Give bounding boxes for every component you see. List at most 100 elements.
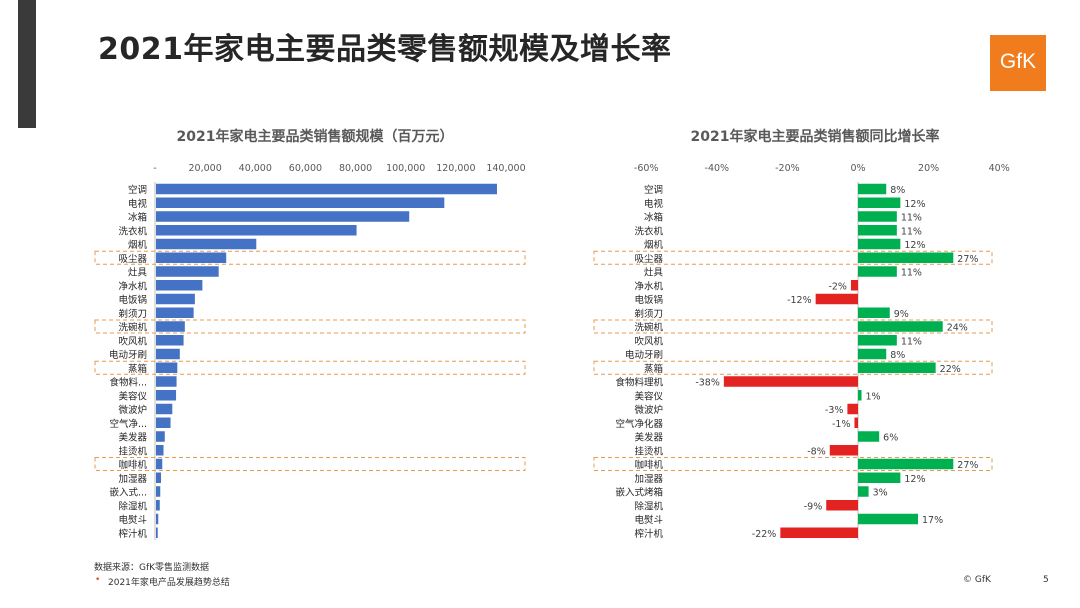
page-number: 5 [1043,575,1049,585]
growth-bar [858,183,887,195]
right-x-tick-label: -20% [775,163,800,174]
left-category-label: 吹风机 [118,335,147,347]
growth-value-label: 24% [947,323,968,334]
right-category-label: 电熨斗 [634,514,663,526]
left-category-label: 加湿器 [118,474,147,485]
left-category-label: 榨汁机 [118,528,147,540]
left-bar [156,403,173,415]
right-category-label: 冰箱 [644,212,663,224]
left-bar [156,307,194,318]
growth-bar [858,390,862,401]
left-highlight-box [94,360,526,375]
source-note: 数据来源：GfK零售监测数据 [94,563,210,573]
growth-value-label: 27% [957,254,978,265]
left-highlight-box [94,319,526,334]
growth-bar [858,472,901,483]
right-category-label: 食物料理机 [615,377,663,389]
left-x-tick-label: 40,000 [239,163,272,174]
left-category-label: 嵌入式... [109,487,147,499]
growth-value-label: 3% [873,488,888,499]
growth-bar [854,417,858,428]
left-chart-title: 2021年家电主要品类销售额规模（百万元） [177,128,454,145]
left-category-label: 美发器 [118,432,147,444]
left-category-label: 冰箱 [128,212,147,224]
left-bar [156,445,164,456]
left-category-label: 咖啡机 [118,459,147,471]
left-bar [156,211,410,222]
right-category-label: 空调 [644,184,663,196]
footer-text: 2021年家电产品发展趋势总结 [108,578,230,588]
left-category-label: 电饭锅 [118,294,147,306]
left-category-label: 挂烫机 [118,445,147,457]
left-bar [156,348,180,360]
growth-value-label: -2% [828,281,847,292]
growth-bar [858,252,954,263]
right-category-label: 电动牙刷 [625,349,663,361]
right-x-tick-label: 0% [850,163,865,174]
right-category-label: 烟机 [644,239,664,251]
left-bar [156,431,165,442]
right-category-label: 美容仪 [634,390,663,402]
right-x-tick-label: 20% [918,163,939,174]
right-category-label: 微波炉 [634,404,663,416]
growth-bar [858,486,869,497]
growth-bar [780,527,858,538]
right-x-tick-label: -60% [634,163,659,174]
growth-value-label: 11% [901,213,922,224]
left-x-tick-label: 120,000 [436,163,475,174]
left-category-label: 电视 [128,198,148,210]
growth-value-label: 17% [922,515,943,526]
left-x-tick-label: - [153,163,156,174]
growth-bar [829,445,858,456]
left-bar [156,500,160,511]
growth-value-label: -8% [807,446,826,457]
right-category-label: 嵌入式烤箱 [615,487,663,499]
left-category-label: 净水机 [118,280,147,292]
growth-value-label: -1% [832,419,851,430]
left-bar [156,472,162,483]
left-x-tick-label: 80,000 [339,163,372,174]
left-bar [156,390,177,401]
growth-bar [850,280,858,291]
growth-value-label: 11% [901,336,922,347]
growth-bar [858,307,890,318]
growth-value-label: -38% [695,378,720,389]
left-bar [156,266,219,277]
right-category-label: 电视 [644,198,664,210]
left-category-label: 烟机 [128,239,148,251]
right-x-tick-label: -40% [705,163,730,174]
growth-bar [826,500,858,511]
right-category-label: 洗衣机 [634,225,663,237]
growth-bar [858,362,936,373]
growth-bar [858,211,897,222]
growth-value-label: -3% [825,405,844,416]
accent-bar [18,0,36,128]
left-x-tick-label: 140,000 [486,163,525,174]
right-category-label: 空气净化器 [615,418,663,430]
growth-bar [858,513,919,525]
growth-bar [858,458,954,470]
growth-value-label: 11% [901,268,922,279]
left-category-label: 吸尘器 [118,254,147,265]
footer-bullet: • [95,575,101,585]
right-category-label: 蒸箱 [644,363,663,375]
left-category-label: 剃须刀 [118,308,147,320]
right-category-label: 灶具 [644,267,664,279]
growth-bar [723,376,858,387]
growth-value-label: 27% [957,460,978,471]
gfk-logo: GfK [990,35,1046,91]
left-bar [156,362,178,373]
right-category-label: 洗碗机 [634,322,663,334]
right-category-label: 电饭锅 [634,294,663,306]
left-category-label: 微波炉 [118,404,147,416]
left-bar [156,238,257,250]
left-category-label: 美容仪 [118,390,147,402]
growth-value-label: 11% [901,226,922,237]
growth-value-label: -22% [752,529,777,540]
gfk-logo-text: GfK [999,50,1037,73]
page-title: 2021年家电主要品类零售额规模及增长率 [98,32,672,67]
growth-value-label: -12% [787,295,812,306]
growth-value-label: 9% [894,309,909,320]
right-category-label: 剃须刀 [634,308,663,320]
